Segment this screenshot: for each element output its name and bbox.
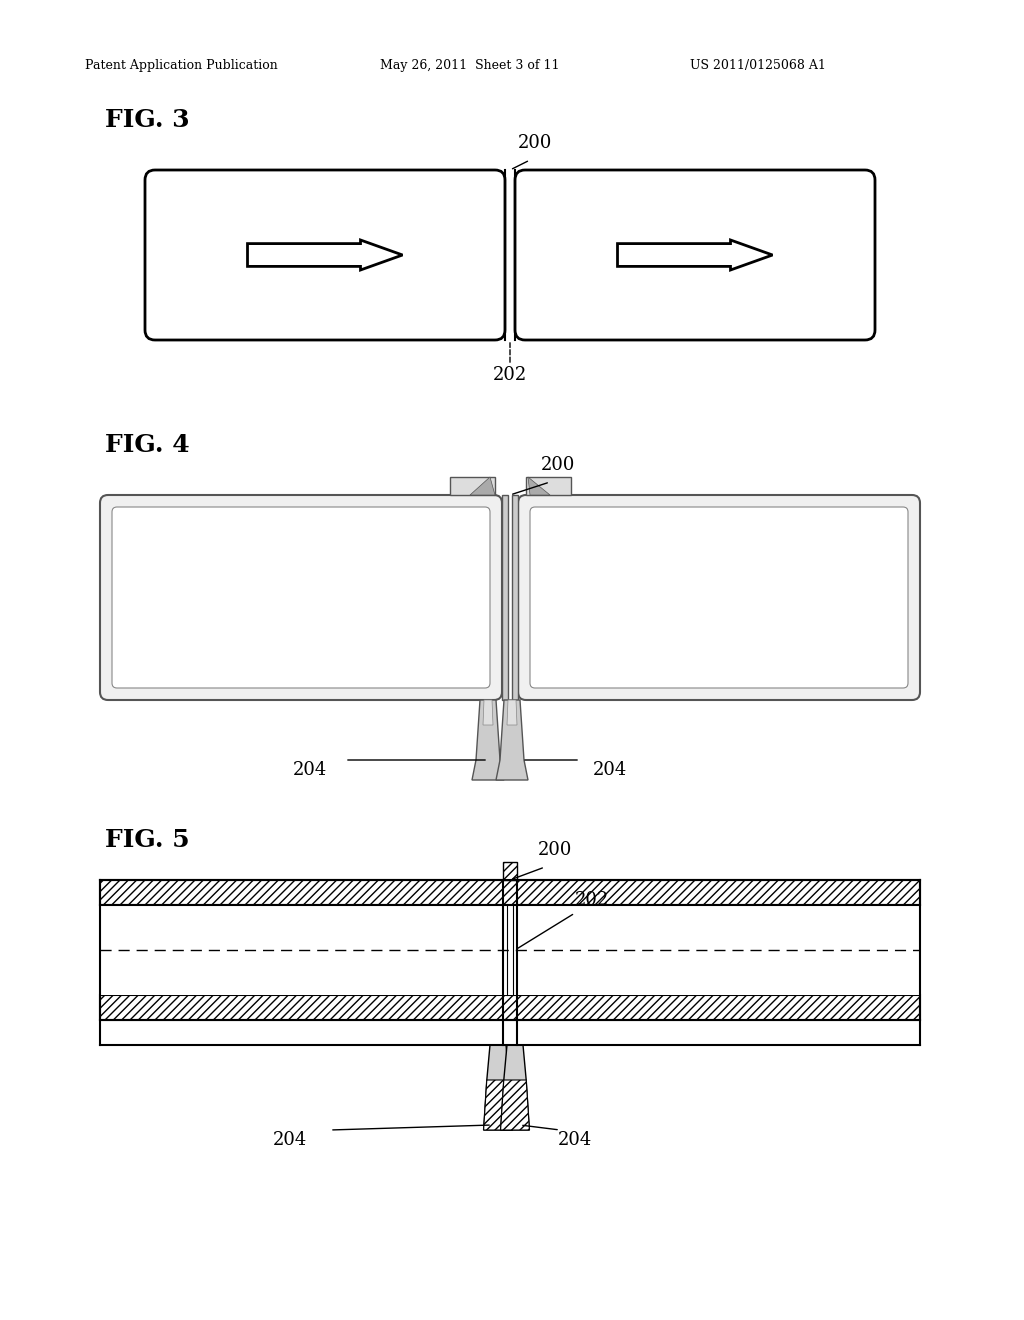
Polygon shape — [617, 240, 772, 271]
Bar — [100, 906, 920, 995]
Text: FIG. 3: FIG. 3 — [105, 108, 189, 132]
Polygon shape — [248, 240, 402, 271]
Polygon shape — [483, 1045, 512, 1130]
Polygon shape — [470, 477, 495, 495]
Text: 204: 204 — [272, 1131, 307, 1148]
Text: 202: 202 — [493, 366, 527, 384]
Bar — [502, 495, 508, 700]
FancyBboxPatch shape — [100, 495, 502, 700]
Polygon shape — [501, 1045, 529, 1130]
Text: 200: 200 — [518, 135, 552, 152]
Text: 204: 204 — [293, 762, 327, 779]
Polygon shape — [507, 700, 517, 725]
Polygon shape — [483, 1080, 512, 1130]
Text: Patent Application Publication: Patent Application Publication — [85, 58, 278, 71]
Bar — [526, 477, 571, 495]
Bar — [100, 995, 920, 1020]
Text: 204: 204 — [593, 762, 627, 779]
FancyBboxPatch shape — [515, 170, 874, 341]
Polygon shape — [472, 700, 504, 780]
FancyBboxPatch shape — [145, 170, 505, 341]
Text: May 26, 2011  Sheet 3 of 11: May 26, 2011 Sheet 3 of 11 — [380, 58, 559, 71]
Text: 202: 202 — [575, 891, 609, 909]
Text: 200: 200 — [538, 841, 572, 859]
FancyBboxPatch shape — [530, 507, 908, 688]
Text: 200: 200 — [541, 455, 575, 474]
Bar — [503, 862, 517, 880]
Bar — [100, 880, 920, 906]
Text: FIG. 5: FIG. 5 — [105, 828, 189, 851]
FancyBboxPatch shape — [518, 495, 920, 700]
Polygon shape — [483, 700, 493, 725]
Bar — [512, 495, 518, 700]
Bar — [450, 477, 495, 495]
Text: US 2011/0125068 A1: US 2011/0125068 A1 — [690, 58, 826, 71]
Text: 204: 204 — [558, 1131, 592, 1148]
Polygon shape — [528, 477, 550, 495]
FancyBboxPatch shape — [112, 507, 490, 688]
Text: FIG. 4: FIG. 4 — [105, 433, 189, 457]
Polygon shape — [496, 700, 528, 780]
Polygon shape — [501, 1080, 529, 1130]
